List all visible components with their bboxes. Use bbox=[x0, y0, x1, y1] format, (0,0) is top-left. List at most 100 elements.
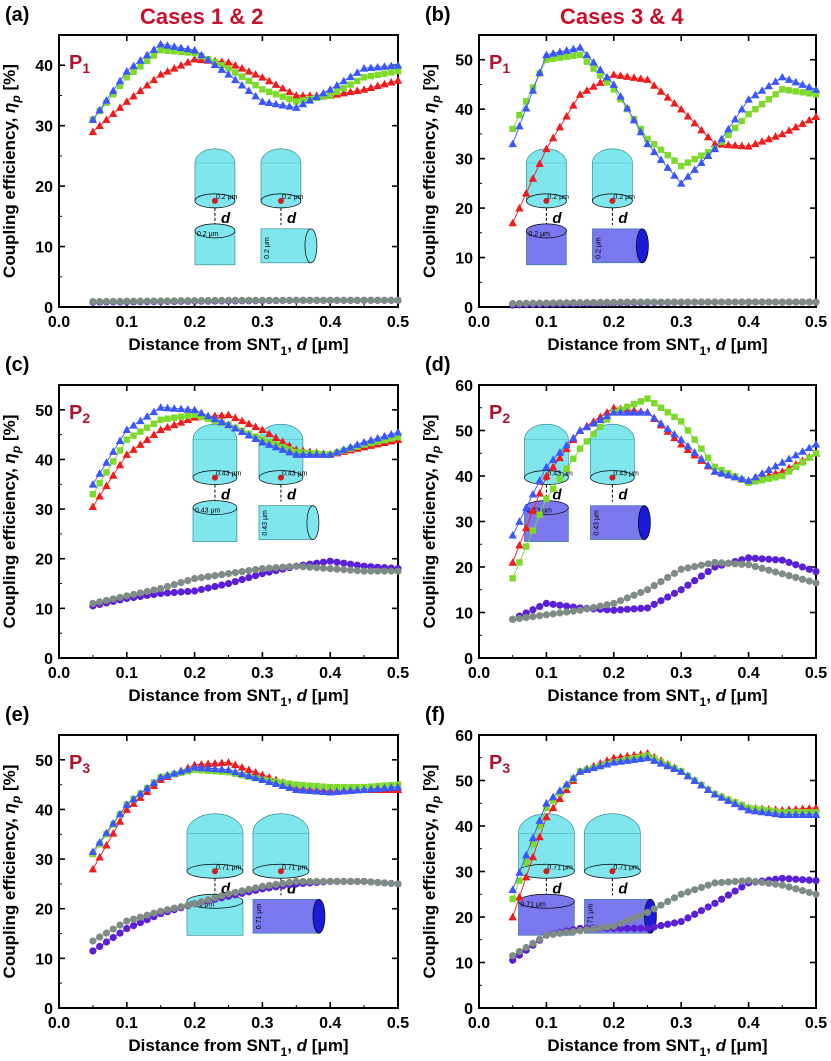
chart-panel-a: 0 10 20 30 40 0.0 0.1 0.2 0.3 0.4 0.5 Distance from… bbox=[0, 4, 409, 358]
x-tick-label: 0.3 bbox=[251, 314, 273, 331]
data-point-blue bbox=[88, 115, 98, 123]
data-point-red bbox=[575, 90, 585, 98]
data-point-gray bbox=[299, 563, 307, 571]
data-point-blue bbox=[710, 144, 720, 153]
data-point-gray bbox=[360, 567, 368, 575]
data-point-gray bbox=[89, 937, 97, 945]
column-title-right: Cases 3 & 4 bbox=[560, 4, 684, 29]
data-point-red bbox=[244, 419, 254, 428]
inset-bottom-radius-label: 0.71 μm bbox=[520, 901, 546, 908]
data-point-green bbox=[137, 428, 144, 435]
data-point-blue bbox=[602, 759, 612, 768]
data-point-blue bbox=[305, 96, 315, 104]
x-tick-label: 0.2 bbox=[183, 665, 205, 682]
data-point-gray bbox=[238, 568, 246, 576]
data-point-purple bbox=[96, 942, 104, 951]
inset-side-cap bbox=[312, 898, 326, 934]
data-point-blue bbox=[122, 425, 131, 434]
data-point-gray bbox=[509, 299, 517, 308]
data-point-green bbox=[286, 95, 293, 103]
p-label-main: P bbox=[489, 402, 502, 424]
data-point-blue bbox=[305, 450, 315, 458]
data-point-red bbox=[115, 817, 125, 825]
data-point-blue bbox=[751, 472, 760, 481]
x-axis-title-comma: , bbox=[287, 1036, 296, 1055]
y-tick-label: 0 bbox=[44, 1001, 53, 1018]
data-point-green bbox=[576, 51, 584, 58]
data-point-red bbox=[170, 64, 179, 72]
data-point-blue bbox=[258, 437, 267, 446]
data-point-gray bbox=[129, 590, 138, 599]
data-point-blue bbox=[575, 767, 585, 775]
data-point-red bbox=[149, 75, 159, 84]
inset-bottom-radius-label: 0.43 μm bbox=[195, 508, 221, 515]
data-point-gray bbox=[150, 586, 158, 594]
data-point-purple bbox=[616, 924, 625, 932]
data-point-green bbox=[123, 436, 130, 443]
y-axis-title-sub: p bbox=[9, 95, 23, 103]
data-point-gray bbox=[319, 877, 328, 886]
data-point-gray bbox=[191, 574, 199, 583]
data-point-gray bbox=[184, 576, 192, 585]
y-axis-title: Coupling efficiency, ηp [%] bbox=[0, 765, 23, 979]
data-point-red bbox=[102, 481, 111, 490]
data-point-red bbox=[562, 785, 571, 793]
data-point-purple bbox=[731, 887, 739, 895]
data-point-blue bbox=[271, 99, 281, 108]
data-point-green bbox=[684, 159, 692, 166]
data-point-gray bbox=[394, 880, 402, 888]
x-axis-title-sub: 1 bbox=[281, 344, 288, 358]
data-point-red bbox=[122, 97, 131, 105]
data-point-blue bbox=[244, 86, 254, 94]
data-point-blue bbox=[575, 43, 585, 51]
data-point-green bbox=[772, 474, 779, 481]
data-point-blue bbox=[149, 407, 159, 416]
data-point-green bbox=[171, 414, 178, 421]
data-point-red bbox=[582, 86, 592, 94]
data-point-green bbox=[549, 55, 557, 62]
data-point-blue bbox=[791, 810, 800, 818]
data-point-gray bbox=[245, 567, 253, 575]
data-point-blue bbox=[197, 763, 206, 772]
data-point-blue bbox=[737, 802, 747, 811]
data-point-green bbox=[624, 403, 631, 411]
x-tick-label: 0.0 bbox=[468, 314, 490, 331]
data-point-red bbox=[521, 872, 531, 881]
data-point-blue bbox=[210, 764, 220, 773]
p-label: P2 bbox=[69, 402, 90, 426]
data-point-green bbox=[522, 98, 530, 105]
data-point-gray bbox=[805, 577, 813, 585]
data-point-purple bbox=[637, 604, 645, 613]
x-axis-title-main: Distance from SNT bbox=[128, 686, 281, 705]
data-point-green bbox=[150, 52, 158, 59]
data-point-gray bbox=[163, 297, 172, 305]
data-point-blue bbox=[555, 448, 565, 456]
data-point-blue bbox=[332, 787, 342, 795]
data-point-green bbox=[265, 88, 273, 96]
data-point-blue bbox=[353, 785, 362, 794]
x-tick-label: 0.3 bbox=[670, 314, 692, 331]
data-point-gray bbox=[129, 297, 138, 305]
data-point-red bbox=[535, 159, 544, 167]
data-point-gray bbox=[204, 896, 212, 904]
data-point-gray bbox=[589, 925, 598, 933]
series-line-green bbox=[512, 398, 817, 579]
data-point-gray bbox=[136, 913, 144, 921]
data-point-red bbox=[555, 453, 565, 462]
data-point-purple bbox=[657, 597, 665, 605]
data-point-blue bbox=[332, 447, 342, 456]
data-point-red bbox=[677, 104, 686, 113]
data-point-purple bbox=[704, 903, 712, 911]
data-point-blue bbox=[811, 85, 821, 93]
x-axis-title-var: d bbox=[297, 335, 308, 354]
data-point-blue bbox=[387, 429, 396, 438]
data-point-green bbox=[536, 822, 543, 830]
data-point-blue bbox=[224, 70, 233, 78]
data-point-blue bbox=[380, 431, 389, 440]
data-point-purple bbox=[745, 554, 753, 562]
data-point-blue bbox=[596, 65, 605, 73]
data-point-red bbox=[156, 425, 165, 434]
data-point-green bbox=[360, 74, 368, 81]
data-point-green bbox=[116, 82, 124, 89]
data-point-blue bbox=[764, 81, 774, 90]
